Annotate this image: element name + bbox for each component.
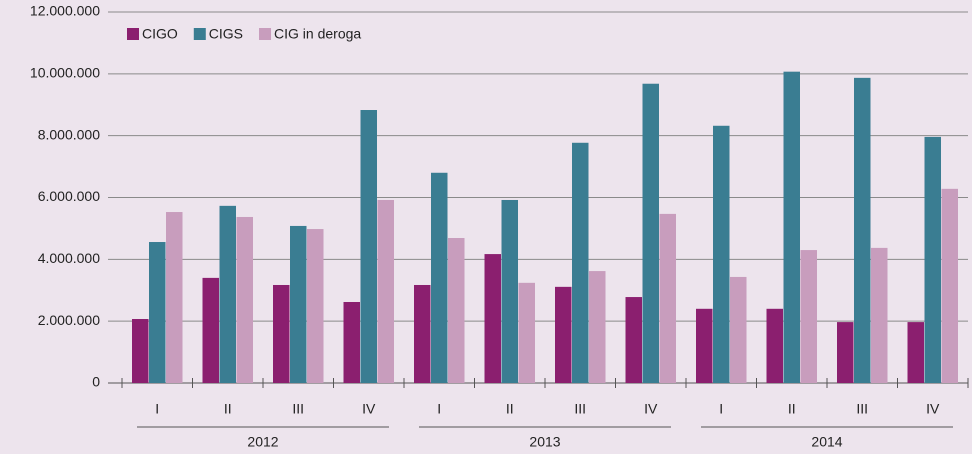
x-tick-label: I (437, 401, 441, 417)
bar (713, 125, 730, 384)
bar (555, 286, 572, 383)
x-tick-label: IV (362, 401, 376, 417)
bar (800, 250, 817, 383)
bar (273, 284, 290, 383)
bar (501, 199, 518, 383)
x-tick-label: IV (644, 401, 658, 417)
bar (783, 71, 800, 384)
x-tick-label: II (506, 401, 514, 417)
bar (642, 83, 659, 383)
group-label: 2013 (529, 434, 560, 450)
y-tick-label: 4.000.000 (38, 250, 100, 266)
y-tick-label: 6.000.000 (38, 188, 100, 204)
legend-label: CIG in deroga (274, 26, 361, 42)
bar (202, 277, 219, 383)
bar (659, 213, 676, 383)
bar (625, 297, 642, 383)
bar (572, 142, 589, 383)
x-tick-label: I (719, 401, 723, 417)
legend-swatch (193, 28, 206, 40)
bar (589, 271, 606, 383)
bar (941, 188, 958, 383)
bar (907, 322, 924, 383)
bar (290, 225, 307, 383)
bar (696, 308, 713, 383)
legend-label: CIGO (142, 26, 178, 42)
y-tick-label: 0 (92, 374, 100, 390)
bar (837, 322, 854, 383)
bar (766, 308, 783, 383)
bar (343, 301, 360, 383)
legend-swatch (127, 28, 139, 40)
bar (518, 282, 535, 383)
x-tick-label: I (155, 401, 159, 417)
bar (484, 254, 501, 383)
y-tick-label: 2.000.000 (38, 312, 100, 328)
bar (448, 238, 465, 383)
group-label: 2014 (811, 434, 842, 450)
y-tick-label: 10.000.000 (30, 65, 100, 81)
bar (132, 319, 149, 383)
bar (871, 247, 888, 383)
legend-label: CIGS (209, 26, 243, 42)
bar (236, 216, 253, 383)
bar (854, 77, 871, 383)
y-tick-label: 12.000.000 (30, 3, 100, 19)
bar (307, 229, 324, 383)
x-tick-label: III (856, 401, 868, 417)
x-tick-label: III (574, 401, 586, 417)
group-label: 2012 (247, 434, 278, 450)
bar (730, 276, 747, 383)
bar (149, 242, 166, 383)
bar (166, 212, 183, 383)
bar (924, 136, 941, 383)
legend-swatch (259, 28, 272, 40)
bar (414, 284, 431, 383)
x-tick-label: II (224, 401, 232, 417)
x-tick-label: IV (926, 401, 940, 417)
bar (219, 205, 236, 383)
bar (431, 172, 448, 383)
bar (360, 110, 377, 384)
x-tick-label: II (788, 401, 796, 417)
y-tick-label: 8.000.000 (38, 126, 100, 142)
x-tick-label: III (292, 401, 304, 417)
bar (377, 199, 394, 383)
